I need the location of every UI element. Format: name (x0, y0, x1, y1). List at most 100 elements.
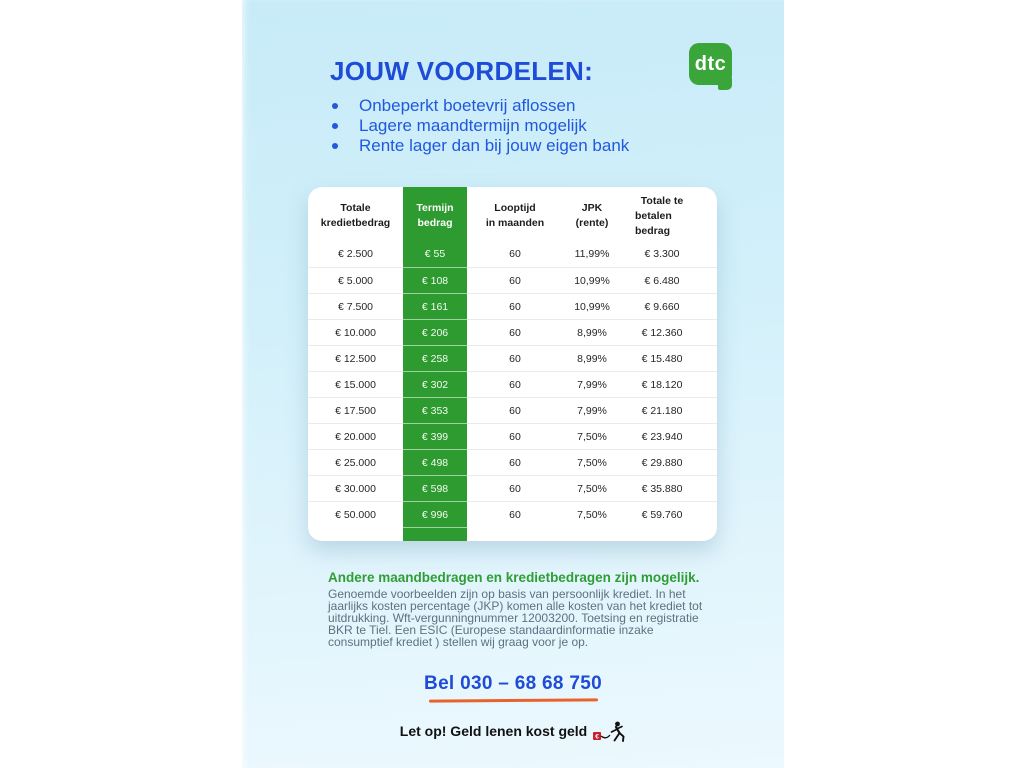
cell-looptijd: 60 (467, 371, 563, 397)
cell-looptijd: 60 (467, 449, 563, 475)
disclaimer-text: Genoemde voorbeelden zijn op basis van p… (328, 587, 703, 649)
cell-jpk: 7,50% (563, 501, 635, 527)
bullet-icon (332, 143, 338, 149)
cell-kredietbedrag: € 17.500 (308, 397, 403, 423)
cell-termijn-bedrag: € 258 (403, 345, 467, 371)
cell-jpk: 7,99% (563, 371, 635, 397)
cell-jpk: 10,99% (563, 267, 635, 293)
cell-jpk: 7,99% (563, 397, 635, 423)
table-row: € 30.000 € 598 60 7,50% € 35.880 (308, 475, 717, 501)
cell-kredietbedrag: € 10.000 (308, 319, 403, 345)
table-row: € 7.500 € 161 60 10,99% € 9.660 (308, 293, 717, 319)
column-header-totale-te-betalen: Totale te betalen bedrag (635, 194, 684, 237)
cell-totale-te-betalen: € 59.760 (635, 501, 717, 527)
filler-cell (563, 527, 635, 541)
cell-kredietbedrag: € 12.500 (308, 345, 403, 371)
table-row: € 20.000 € 399 60 7,50% € 23.940 (308, 423, 717, 449)
green-column-end (403, 527, 467, 541)
benefit-item: Onbeperkt boetevrij aflossen (332, 96, 629, 116)
cell-kredietbedrag: € 20.000 (308, 423, 403, 449)
cell-kredietbedrag: € 7.500 (308, 293, 403, 319)
table-body: € 2.500 € 55 60 11,99% € 3.300 € 5.000 € 108 60… (308, 241, 717, 541)
page-title: JOUW VOORDELEN: (330, 56, 594, 86)
cell-totale-te-betalen: € 18.120 (635, 371, 717, 397)
geld-lenen-kost-geld-icon: € (593, 721, 625, 742)
cell-totale-te-betalen: € 23.940 (635, 423, 717, 449)
cell-termijn-bedrag: € 161 (403, 293, 467, 319)
cell-totale-te-betalen: € 12.360 (635, 319, 717, 345)
cell-totale-te-betalen: € 35.880 (635, 475, 717, 501)
table-row: € 25.000 € 498 60 7,50% € 29.880 (308, 449, 717, 475)
benefit-label: Lagere maandtermijn mogelijk (359, 116, 587, 135)
rates-table: Totale kredietbedrag Termijn bedrag Loop… (308, 187, 717, 541)
cell-looptijd: 60 (467, 345, 563, 371)
cell-jpk: 8,99% (563, 319, 635, 345)
other-amounts-heading: Andere maandbedragen en kredietbedragen … (328, 570, 700, 585)
cell-termijn-bedrag: € 302 (403, 371, 467, 397)
cell-kredietbedrag: € 25.000 (308, 449, 403, 475)
cell-looptijd: 60 (467, 397, 563, 423)
cell-looptijd: 60 (467, 319, 563, 345)
cell-totale-te-betalen: € 21.180 (635, 397, 717, 423)
cell-termijn-bedrag: € 598 (403, 475, 467, 501)
cell-kredietbedrag: € 15.000 (308, 371, 403, 397)
cell-kredietbedrag: € 5.000 (308, 267, 403, 293)
filler-cell (308, 527, 403, 541)
svg-text:€: € (595, 734, 599, 741)
cell-jpk: 11,99% (574, 248, 610, 260)
cell-kredietbedrag: € 2.500 (337, 248, 374, 260)
cell-looptijd: 60 (467, 475, 563, 501)
table-row: € 2.500 € 55 60 11,99% € 3.300 (308, 241, 717, 267)
benefit-item: Lagere maandtermijn mogelijk (332, 116, 629, 136)
table-row: € 10.000 € 206 60 8,99% € 12.360 (308, 319, 717, 345)
column-header-kredietbedrag: Totale kredietbedrag (320, 202, 391, 229)
cell-totale-te-betalen: € 29.880 (635, 449, 717, 475)
cell-termijn-bedrag: € 55 (403, 241, 467, 267)
phone-underline (428, 698, 598, 703)
bullet-icon (332, 123, 338, 129)
cell-termijn-bedrag: € 108 (403, 267, 467, 293)
cell-kredietbedrag: € 50.000 (308, 501, 403, 527)
cell-looptijd: 60 (467, 293, 563, 319)
benefit-label: Onbeperkt boetevrij aflossen (359, 96, 576, 115)
cell-jpk: 7,50% (563, 423, 635, 449)
cell-totale-te-betalen: € 15.480 (635, 345, 717, 371)
cell-termijn-bedrag: € 353 (403, 397, 467, 423)
cell-looptijd: 60 (467, 267, 563, 293)
cell-jpk: 7,50% (563, 475, 635, 501)
phone-cta[interactable]: Bel 030 – 68 68 750 (242, 673, 784, 703)
column-header-termijn-bedrag: Termijn bedrag (403, 187, 467, 241)
flyer-panel: JOUW VOORDELEN: Onbeperkt boetevrij aflo… (242, 0, 784, 768)
table-row: € 15.000 € 302 60 7,99% € 18.120 (308, 371, 717, 397)
cell-jpk: 10,99% (563, 293, 635, 319)
table-header-row: Totale kredietbedrag Termijn bedrag Loop… (308, 187, 717, 241)
cell-looptijd: 60 (467, 423, 563, 449)
benefit-item: Rente lager dan bij jouw eigen bank (332, 136, 629, 156)
cell-kredietbedrag: € 30.000 (308, 475, 403, 501)
filler-cell (467, 527, 563, 541)
bullet-icon (332, 103, 338, 109)
logo-text: dtc (689, 43, 732, 85)
benefit-label: Rente lager dan bij jouw eigen bank (359, 136, 630, 155)
phone-number[interactable]: Bel 030 – 68 68 750 (424, 673, 602, 694)
filler-cell (635, 527, 717, 541)
cell-jpk: 7,50% (563, 449, 635, 475)
cell-jpk: 8,99% (563, 345, 635, 371)
cell-termijn-bedrag: € 996 (403, 501, 467, 527)
cell-totale-te-betalen: € 6.480 (635, 267, 717, 293)
cell-looptijd: 60 (467, 501, 563, 527)
cell-looptijd: 60 (509, 248, 521, 260)
column-header-jpk: JPK (rente) (575, 202, 609, 229)
table-row: € 17.500 € 353 60 7,99% € 21.180 (308, 397, 717, 423)
cell-totale-te-betalen: € 9.660 (635, 293, 717, 319)
loan-warning: Let op! Geld lenen kost geld € (242, 718, 784, 744)
cell-termijn-bedrag: € 498 (403, 449, 467, 475)
cell-termijn-bedrag: € 206 (403, 319, 467, 345)
cell-termijn-bedrag: € 399 (403, 423, 467, 449)
dtc-logo: dtc (689, 43, 732, 90)
loan-warning-text: Let op! Geld lenen kost geld (399, 723, 588, 739)
table-row: € 50.000 € 996 60 7,50% € 59.760 (308, 501, 717, 527)
column-header-looptijd: Looptijd in maanden (485, 202, 545, 229)
table-footer-filler (308, 527, 717, 541)
table-row: € 12.500 € 258 60 8,99% € 15.480 (308, 345, 717, 371)
